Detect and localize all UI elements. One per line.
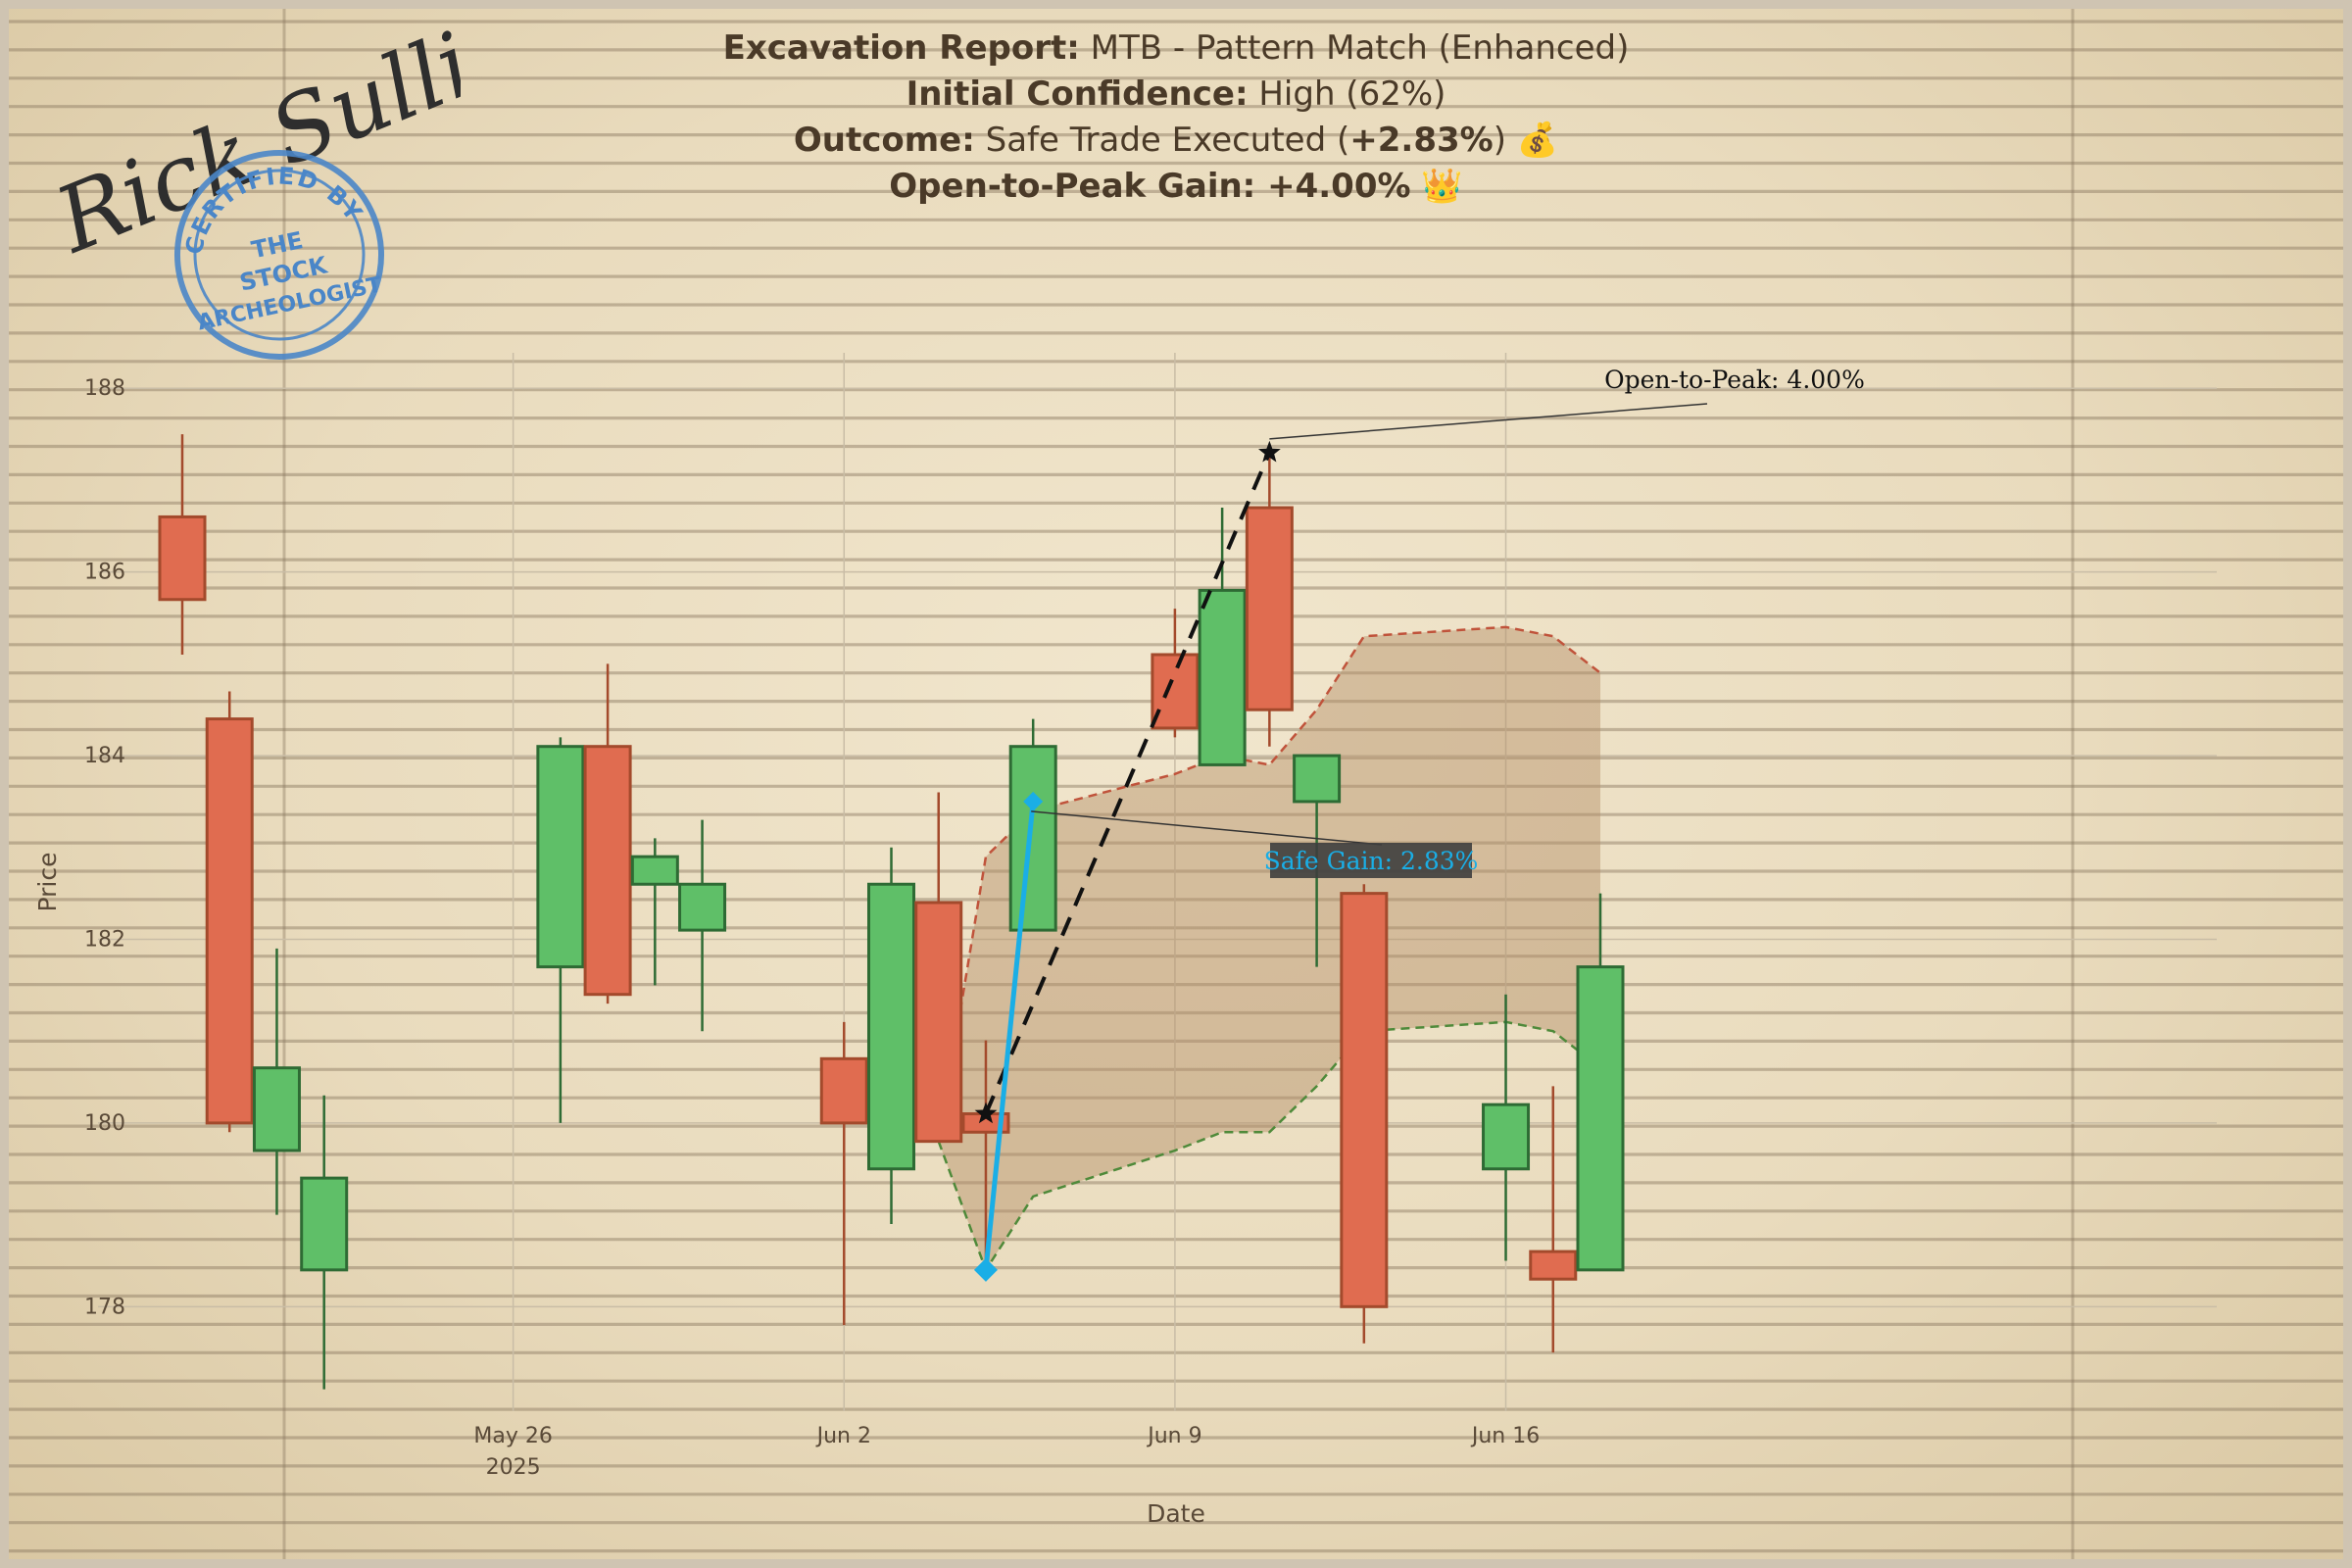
title-line-1: Excavation Report: MTB - Pattern Match (… [0, 25, 2352, 72]
x-tick-label: Jun 9 [1146, 1424, 1201, 1448]
y-tick-label: 184 [84, 744, 125, 768]
title-report-label: Excavation Report: [722, 28, 1080, 68]
y-tick-label: 180 [84, 1111, 125, 1136]
candle [819, 1021, 868, 1326]
candle-body [1151, 653, 1200, 730]
y-tick-label: 182 [84, 927, 125, 952]
open-star-marker [974, 1102, 998, 1124]
candle [1245, 452, 1294, 747]
candle [1529, 1086, 1578, 1353]
y-axis-title: Price [33, 853, 62, 912]
chart-title-block: Excavation Report: MTB - Pattern Match (… [0, 25, 2352, 210]
candle [1008, 718, 1057, 932]
safe-gain-arrow [1031, 810, 1383, 846]
crown-icon: 👑 [1421, 167, 1463, 206]
candle [583, 663, 632, 1004]
candle-body [1293, 754, 1342, 804]
candle [1340, 884, 1389, 1344]
candle [1151, 609, 1200, 738]
safe-entry-marker [973, 1257, 998, 1282]
candle-body [1198, 588, 1247, 766]
candle-body [252, 1066, 301, 1152]
x-tick-label: Jun 16 [1470, 1424, 1540, 1448]
candle [158, 434, 207, 655]
candle-body [1340, 892, 1389, 1308]
safe-gain-label: Safe Gain: 2.83% [1264, 847, 1479, 875]
candle-body [1245, 506, 1294, 711]
candle-body [536, 745, 585, 969]
projection-upper-line [937, 625, 1601, 1142]
candle-body [1482, 1102, 1531, 1171]
candle [1198, 508, 1247, 766]
candle-body [583, 745, 632, 997]
y-tick-label: 178 [84, 1295, 125, 1319]
candle [867, 847, 915, 1224]
candle-body [300, 1176, 349, 1272]
safe-gain-label-box [1270, 843, 1472, 878]
safe-trade-line [983, 801, 1036, 1271]
candle-body [914, 901, 963, 1144]
candle-body [678, 882, 727, 932]
title-report-value: MTB - Pattern Match (Enhanced) [1090, 28, 1630, 68]
candle-body [630, 855, 679, 886]
y-tick-label: 186 [84, 561, 125, 585]
candle [630, 838, 679, 986]
title-peak-gain: Open-to-Peak Gain: +4.00% [889, 167, 1411, 206]
safe-exit-marker [1023, 791, 1044, 811]
candle-body [1576, 965, 1625, 1272]
candle-body [205, 717, 254, 1125]
x-axis-title: Date [1147, 1499, 1205, 1528]
peak-star-marker [1258, 440, 1281, 463]
x-tick-label: May 26 [473, 1424, 552, 1448]
title-confidence-value: High (62%) [1258, 74, 1446, 114]
candle-body [1008, 745, 1057, 932]
projection-lower-line [937, 1020, 1601, 1273]
y-tick-label: 188 [84, 376, 125, 401]
candle [300, 1095, 349, 1390]
candle-body [1529, 1250, 1578, 1281]
candle-body [158, 514, 207, 602]
title-line-4: Open-to-Peak Gain: +4.00% 👑 [0, 164, 2352, 210]
title-line-3: Outcome: Safe Trade Executed (+2.83%) 💰 [0, 118, 2352, 164]
candle [914, 792, 963, 1144]
title-outcome-pre: Safe Trade Executed ( [985, 121, 1350, 160]
title-line-2: Initial Confidence: High (62%) [0, 72, 2352, 118]
candle-body [819, 1056, 868, 1125]
x-tick-sublabel: 2025 [486, 1455, 541, 1480]
candle [1576, 893, 1625, 1272]
candle [252, 948, 301, 1215]
title-outcome-label: Outcome: [793, 121, 975, 160]
candle [678, 819, 727, 1032]
candle [536, 737, 585, 1123]
candle-body [867, 882, 915, 1171]
title-outcome-post: ) [1493, 121, 1506, 160]
candle [1482, 994, 1531, 1261]
open-to-peak-label: Open-to-Peak: 4.00% [1604, 366, 1865, 394]
candle [205, 691, 254, 1133]
open-to-peak-line [984, 452, 1272, 1115]
signature-stamp: Rick Sullivan CERTIFIED BY THE STOCK ARC… [40, 10, 461, 360]
open-to-peak-arrow [1269, 403, 1708, 440]
money-bag-icon: 💰 [1516, 121, 1559, 160]
x-tick-label: Jun 2 [815, 1424, 871, 1448]
title-confidence-label: Initial Confidence: [906, 74, 1249, 114]
projection-band-fill [938, 626, 1600, 1270]
title-outcome-gain: +2.83% [1349, 121, 1494, 160]
